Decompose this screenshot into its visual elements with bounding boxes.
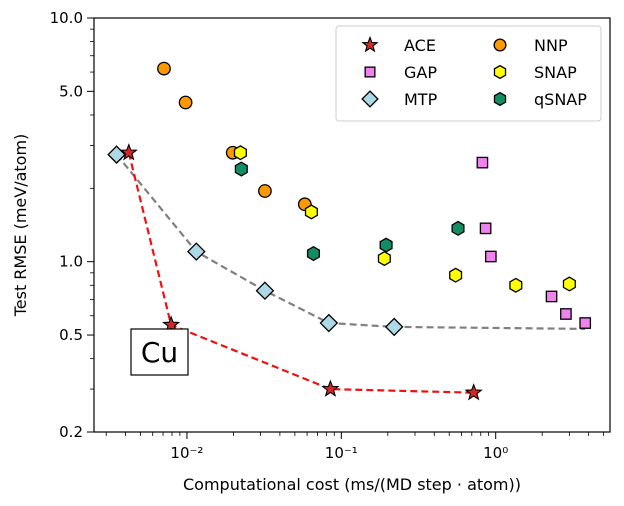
data-point-nnp [258, 184, 272, 198]
legend-label-ace: ACE [404, 36, 436, 55]
data-point-gap [579, 317, 592, 329]
data-point-snap [449, 267, 463, 283]
axes: 10⁻² 10⁻¹ 10⁰ 0.2 0.5 1.0 5.0 10.0 [50, 9, 605, 462]
y-tick-label: 10.0 [50, 9, 83, 27]
x-tick-label: 10⁻² [170, 444, 203, 462]
legend-marker-nnp [493, 38, 507, 52]
legend-label-nnp: NNP [534, 36, 568, 55]
legend-label-gap: GAP [404, 63, 437, 82]
data-point-nnp [157, 61, 171, 76]
legend: ACE GAP MTP NNP SNAP qSNAP [335, 25, 602, 122]
data-point-qsnap [379, 237, 393, 253]
data-point-nnp [178, 95, 193, 110]
series-markers [107, 61, 592, 401]
legend-label-qsnap: qSNAP [534, 90, 587, 109]
legend-label-snap: SNAP [534, 63, 577, 82]
data-point-snap [304, 204, 318, 220]
data-point-qsnap [306, 245, 321, 262]
data-point-mtp [319, 313, 339, 333]
y-tick-label: 0.2 [59, 423, 83, 441]
data-point-mtp [107, 145, 126, 164]
data-point-mtp [255, 281, 275, 301]
x-tick-label: 10⁰ [483, 444, 508, 462]
legend-marker-snap [493, 64, 507, 80]
legend-marker-qsnap [493, 91, 507, 107]
annotation-text: Cu [141, 336, 178, 369]
x-axis-label: Computational cost (ms/(MD step · atom)) [183, 475, 521, 494]
data-point-ace [162, 315, 181, 333]
data-point-ace [119, 143, 138, 161]
data-point-mtp [186, 242, 206, 261]
y-tick-label: 1.0 [59, 253, 83, 271]
data-point-ace [464, 383, 483, 401]
data-point-gap [484, 250, 497, 263]
plot-frame [93, 17, 611, 433]
annotation-box [130, 328, 189, 376]
legend-marker-ace [361, 35, 379, 53]
data-point-gap [479, 222, 492, 235]
legend-marker-mtp [361, 90, 379, 108]
series-line-ace [127, 152, 474, 394]
y-axis-label: Test RMSE (meV/atom) [11, 134, 30, 318]
annotation: Cu [130, 328, 189, 376]
y-tick-label: 0.5 [59, 326, 83, 344]
legend-label-mtp: MTP [404, 90, 438, 109]
data-point-qsnap [451, 220, 465, 236]
data-point-gap [545, 290, 558, 303]
data-point-snap [562, 276, 576, 292]
y-tick-label: 5.0 [59, 82, 83, 100]
series-line-mtp [115, 153, 586, 330]
x-tick-label: 10⁻¹ [325, 444, 358, 462]
legend-box [335, 25, 602, 122]
data-point-ace [321, 379, 340, 397]
data-point-qsnap [234, 161, 248, 177]
legend-marker-gap [364, 66, 376, 78]
data-point-snap [509, 277, 523, 293]
series-lines [115, 152, 586, 394]
data-point-mtp [384, 317, 404, 337]
data-point-snap [377, 250, 391, 267]
data-point-gap [560, 308, 572, 320]
data-point-gap [476, 156, 489, 169]
data-point-snap [233, 145, 247, 161]
